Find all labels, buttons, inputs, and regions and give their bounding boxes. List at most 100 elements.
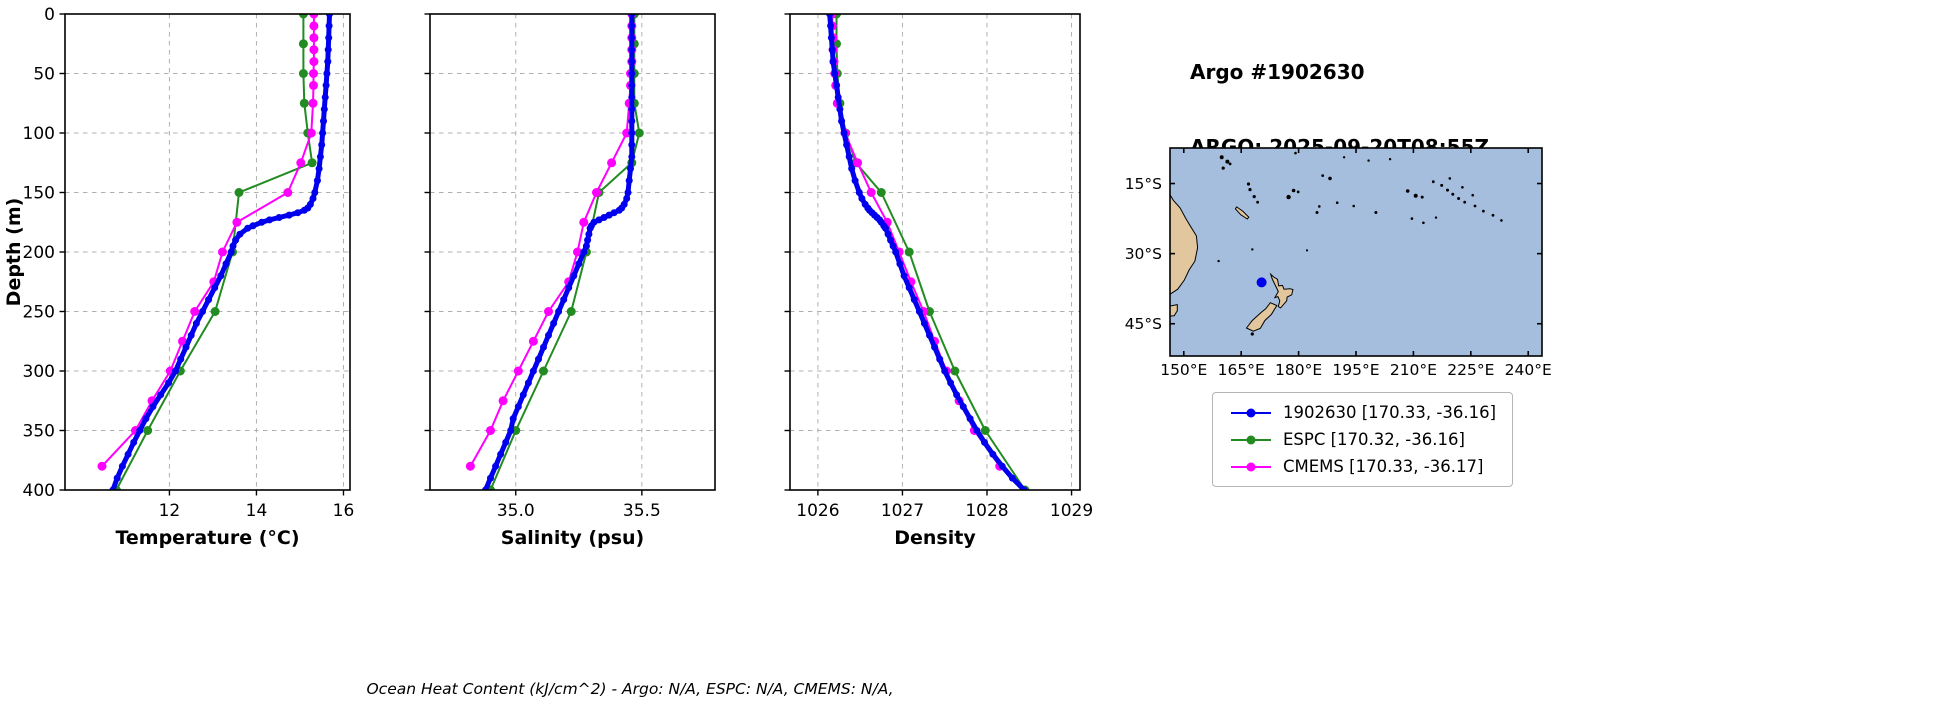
island-speck — [1296, 190, 1300, 194]
depth-tick-label: 400 — [23, 481, 55, 501]
island-speck — [1434, 216, 1438, 219]
legend-label-espc: ESPC [170.32, -36.16] — [1283, 430, 1465, 449]
island-speck — [1286, 194, 1291, 200]
island-speck — [1256, 200, 1259, 204]
island-speck — [1405, 189, 1410, 193]
legend-marker-argo — [1231, 408, 1271, 417]
island-speck — [1491, 213, 1495, 217]
island-speck — [1352, 204, 1355, 208]
profile-plots: 12 14 16 0 50 100 150 200 250 300 350 400 Temperatur… — [3, 5, 1093, 549]
island-speck — [1251, 248, 1254, 251]
legend: 1902630 [170.33, -36.16] ESPC [170.32, -3… — [1212, 392, 1514, 487]
temperature-argo-markers — [109, 14, 333, 490]
depth-tick-label: 350 — [23, 422, 55, 442]
temperature-axes-frame — [64, 13, 351, 491]
temperature-cmems-line — [101, 14, 315, 468]
depth-axis-label: Depth (m) — [3, 198, 25, 307]
island-speck — [1294, 151, 1297, 155]
island-speck — [1291, 188, 1296, 193]
ocean-heat-content-note: Ocean Heat Content (kJ/cm^2) - Argo: N/A… — [366, 680, 894, 698]
island-speck — [1457, 197, 1461, 200]
map-lon-label: 150°E — [1160, 361, 1207, 379]
density-xtick-label: 1029 — [1050, 501, 1093, 521]
landmass-australia — [1170, 193, 1199, 295]
map-lon-label: 225°E — [1447, 361, 1494, 379]
temperature-espc-line — [115, 14, 314, 490]
island-speck — [1246, 182, 1251, 186]
salinity-cmems-line — [469, 14, 633, 468]
island-speck — [1228, 162, 1232, 166]
temperature-xtick-label: 12 — [159, 501, 181, 521]
density-axis-label: Density — [894, 527, 976, 549]
landmass-tasmania — [1170, 303, 1178, 317]
island-speck — [1440, 183, 1444, 187]
density-xtick-label: 1028 — [965, 501, 1008, 521]
density-xtick-label: 1026 — [796, 501, 839, 521]
map-lat-label: 45°S — [1125, 315, 1162, 333]
island-speck — [1461, 186, 1464, 189]
island-speck — [1446, 188, 1449, 192]
island-speck — [1410, 217, 1414, 220]
depth-tick-label: 200 — [23, 243, 55, 263]
island-speck — [1451, 192, 1455, 196]
density-xtick-label: 1027 — [881, 501, 924, 521]
island-speck — [1221, 166, 1225, 170]
chart-temperature: 12 14 16 0 50 100 150 200 250 300 350 400 Temperatur… — [3, 5, 354, 549]
salinity-xtick-label: 35.0 — [497, 501, 535, 521]
salinity-cmems-markers — [465, 14, 637, 471]
location-map: 150°E 165°E 180°E 195°E 210°E 225°E 240°E 15°S 3… — [1125, 147, 1552, 379]
island-speck — [1342, 156, 1346, 159]
map-lon-label: 180°E — [1275, 361, 1322, 379]
island-speck — [1463, 200, 1467, 204]
depth-tick-label: 0 — [44, 5, 55, 25]
island-speck — [1431, 180, 1435, 184]
island-speck — [1219, 155, 1224, 160]
map-land-layer — [1170, 151, 1503, 336]
temperature-cmems-markers — [97, 14, 319, 471]
island-speck — [1473, 204, 1477, 208]
island-speck — [1500, 219, 1503, 222]
map-lat-label: 30°S — [1125, 245, 1162, 263]
legend-label-argo: 1902630 [170.33, -36.16] — [1283, 403, 1497, 422]
legend-item-espc: ESPC [170.32, -36.16] — [1229, 430, 1496, 449]
landmass-new-caledonia — [1234, 206, 1250, 220]
chart-density: 1026 1027 1028 1029 Density — [784, 13, 1093, 549]
legend-marker-cmems — [1231, 462, 1271, 471]
legend-label-cmems: CMEMS [170.33, -36.17] — [1283, 457, 1484, 476]
depth-tick-label: 50 — [33, 65, 55, 85]
landmass-nz-south-island — [1245, 302, 1278, 332]
island-speck — [1225, 159, 1230, 164]
salinity-axes-frame — [429, 13, 716, 491]
salinity-axis-label: Salinity (psu) — [501, 527, 644, 549]
legend-item-argo: 1902630 [170.33, -36.16] — [1229, 403, 1496, 422]
landmass-nz-north-island — [1269, 272, 1294, 309]
map-lon-label: 195°E — [1332, 361, 1379, 379]
map-ocean — [1170, 148, 1542, 356]
island-speck — [1305, 249, 1309, 252]
map-lon-label: 210°E — [1390, 361, 1437, 379]
density-cmems-line — [831, 14, 1001, 468]
legend-item-cmems: CMEMS [170.33, -36.17] — [1229, 457, 1496, 476]
island-speck — [1420, 195, 1424, 199]
island-speck — [1217, 259, 1220, 263]
temperature-xtick-label: 14 — [246, 501, 268, 521]
island-speck — [1252, 195, 1256, 199]
island-speck — [1471, 193, 1474, 197]
float-position-marker — [1256, 277, 1267, 288]
float-id-title: Argo #1902630 — [1190, 60, 1365, 84]
island-speck — [1422, 221, 1425, 225]
map-lon-label: 165°E — [1218, 361, 1265, 379]
island-speck — [1374, 211, 1378, 214]
density-argo-markers — [826, 14, 1028, 490]
island-speck — [1448, 177, 1452, 180]
island-speck — [1367, 159, 1370, 162]
island-speck — [1388, 158, 1392, 161]
chart-salinity: 35.0 35.5 Salinity (psu) — [424, 13, 716, 549]
island-speck — [1328, 176, 1332, 181]
density-cmems-markers — [827, 14, 1005, 471]
island-speck — [1482, 209, 1485, 213]
salinity-argo-markers — [482, 14, 636, 490]
map-lon-label: 240°E — [1505, 361, 1552, 379]
island-speck — [1250, 332, 1254, 336]
island-speck — [1315, 211, 1319, 214]
